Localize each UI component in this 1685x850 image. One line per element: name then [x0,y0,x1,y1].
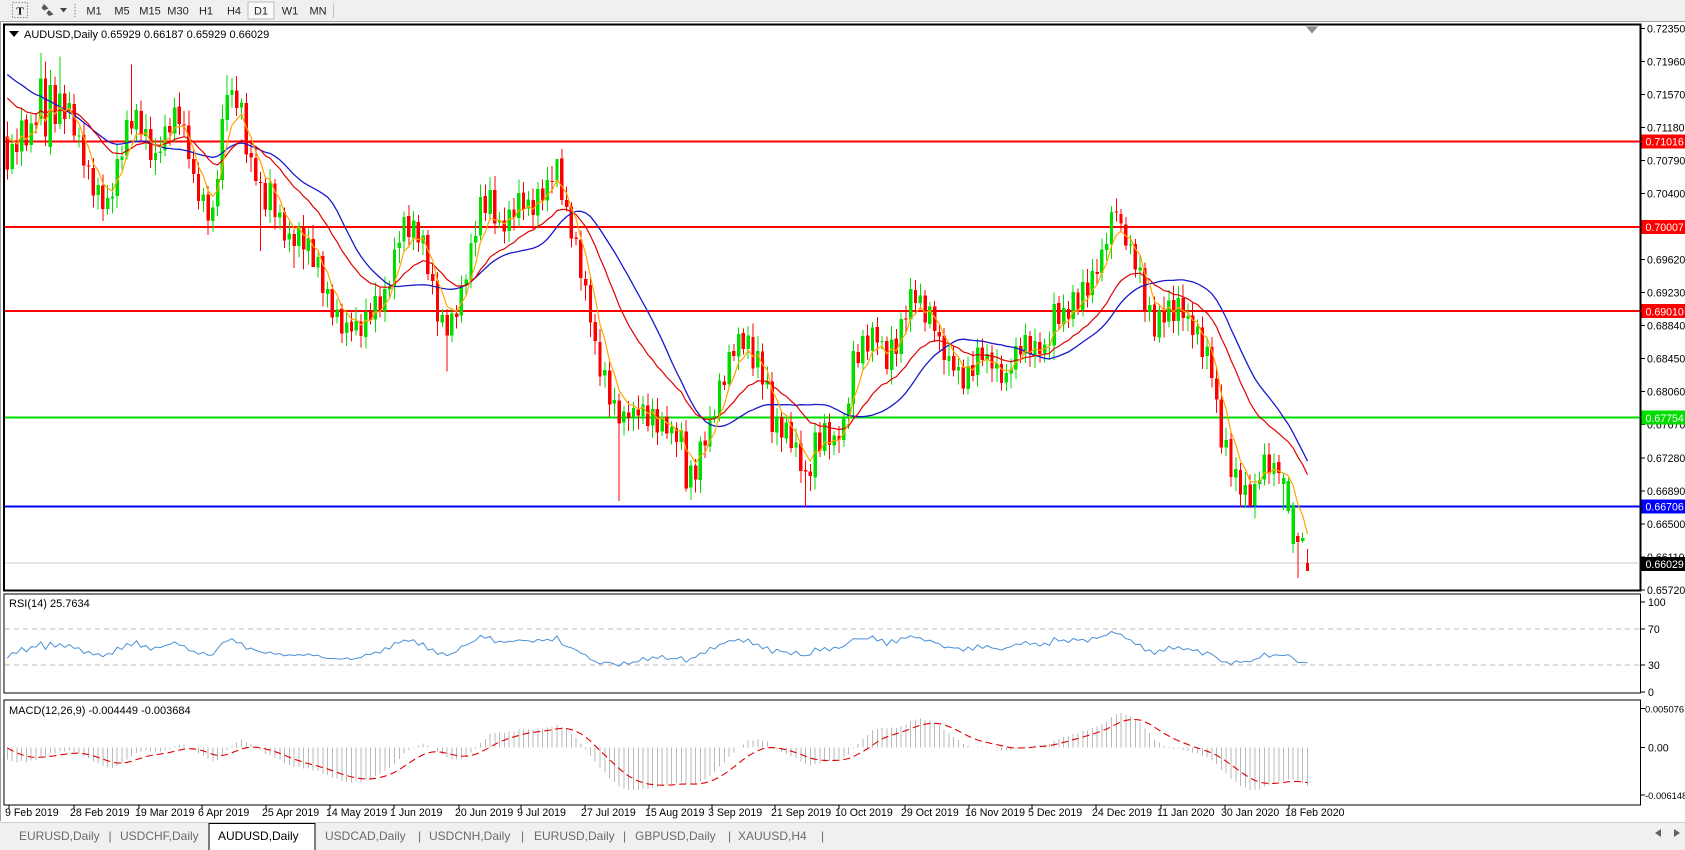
svg-text:H1: H1 [199,6,213,18]
svg-text:|: | [418,829,421,843]
svg-text:0.69010: 0.69010 [1646,306,1684,318]
svg-text:30 Jan 2020: 30 Jan 2020 [1221,807,1279,819]
svg-text:0.67280: 0.67280 [1647,453,1685,465]
svg-text:W1: W1 [282,6,299,18]
svg-text:EURUSD,Daily: EURUSD,Daily [534,829,615,843]
svg-text:27 Jul 2019: 27 Jul 2019 [581,807,636,819]
svg-text:18 Feb 2020: 18 Feb 2020 [1285,807,1345,819]
svg-text:100: 100 [1648,597,1666,609]
svg-text:0.68450: 0.68450 [1647,354,1685,366]
svg-text:0.71016: 0.71016 [1646,137,1684,149]
svg-text:EURUSD,Daily: EURUSD,Daily [19,829,100,843]
svg-text:RSI(14) 25.7634: RSI(14) 25.7634 [9,598,90,610]
svg-text:28 Feb 2019: 28 Feb 2019 [70,807,130,819]
svg-text:0.70007: 0.70007 [1646,222,1684,234]
svg-text:30: 30 [1648,660,1660,672]
svg-text:AUDUSD,Daily 0.65929 0.66187: AUDUSD,Daily 0.65929 0.66187 0.65929 0.6… [24,29,269,41]
svg-text:19 Mar 2019: 19 Mar 2019 [135,807,195,819]
svg-text:M30: M30 [167,6,188,18]
svg-text:|: | [521,829,524,843]
svg-text:9 Feb 2019: 9 Feb 2019 [5,807,59,819]
svg-text:0.68060: 0.68060 [1647,387,1685,399]
svg-text:29 Oct 2019: 29 Oct 2019 [901,807,959,819]
svg-text:D1: D1 [254,6,268,18]
svg-text:XAUUSD,H4: XAUUSD,H4 [738,829,807,843]
svg-text:0.00: 0.00 [1648,743,1669,755]
svg-text:0.70400: 0.70400 [1647,189,1685,201]
svg-text:USDCNH,Daily: USDCNH,Daily [429,829,510,843]
svg-text:M15: M15 [139,6,160,18]
svg-text:0.66706: 0.66706 [1646,502,1684,514]
svg-text:USDCAD,Daily: USDCAD,Daily [325,829,406,843]
svg-text:|: | [109,829,112,843]
svg-text:0.71570: 0.71570 [1647,89,1685,101]
svg-text:|: | [728,829,731,843]
svg-text:70: 70 [1648,624,1660,636]
svg-text:1 Jun 2019: 1 Jun 2019 [390,807,443,819]
svg-text:|: | [821,829,824,843]
svg-text:20 Jun 2019: 20 Jun 2019 [455,807,513,819]
svg-text:24 Dec 2019: 24 Dec 2019 [1092,807,1152,819]
svg-text:21 Sep 2019: 21 Sep 2019 [771,807,831,819]
svg-text:0.72350: 0.72350 [1647,23,1685,35]
svg-text:0: 0 [1648,687,1654,699]
svg-text:0.71180: 0.71180 [1647,122,1685,134]
svg-text:0.69620: 0.69620 [1647,255,1685,267]
svg-text:T: T [16,6,24,18]
svg-text:AUDUSD,Daily: AUDUSD,Daily [218,829,299,843]
svg-text:0.66890: 0.66890 [1647,486,1685,498]
svg-text:0.70790: 0.70790 [1647,155,1685,167]
svg-text:0.66500: 0.66500 [1647,519,1685,531]
svg-text:0.69230: 0.69230 [1647,288,1685,300]
svg-text:M1: M1 [86,6,101,18]
svg-text:USDCHF,Daily: USDCHF,Daily [120,829,199,843]
svg-text:M5: M5 [114,6,129,18]
svg-text:10 Oct 2019: 10 Oct 2019 [835,807,893,819]
svg-text:9 Jul 2019: 9 Jul 2019 [517,807,566,819]
svg-text:0.67754: 0.67754 [1646,413,1684,425]
svg-text:0.005076: 0.005076 [1645,704,1684,715]
svg-text:14 May 2019: 14 May 2019 [326,807,387,819]
svg-text:3 Sep 2019: 3 Sep 2019 [708,807,762,819]
svg-text:MN: MN [309,6,326,18]
svg-text:5 Dec 2019: 5 Dec 2019 [1028,807,1082,819]
svg-text:16 Nov 2019: 16 Nov 2019 [965,807,1025,819]
svg-text:0.68840: 0.68840 [1647,321,1685,333]
svg-text:|: | [623,829,626,843]
svg-text:-0.006148: -0.006148 [1645,790,1685,801]
svg-text:6 Apr 2019: 6 Apr 2019 [198,807,249,819]
svg-text:GBPUSD,Daily: GBPUSD,Daily [635,829,716,843]
svg-text:15 Aug 2019: 15 Aug 2019 [645,807,705,819]
svg-text:0.65720: 0.65720 [1647,585,1685,597]
svg-text:11 Jan 2020: 11 Jan 2020 [1157,807,1215,819]
svg-text:H4: H4 [227,6,241,18]
svg-text:MACD(12,26,9) -0.004449 -0.003: MACD(12,26,9) -0.004449 -0.003684 [9,705,191,717]
svg-text:0.71960: 0.71960 [1647,56,1685,68]
svg-text:0.66029: 0.66029 [1646,559,1684,571]
svg-text:25 Apr 2019: 25 Apr 2019 [262,807,319,819]
